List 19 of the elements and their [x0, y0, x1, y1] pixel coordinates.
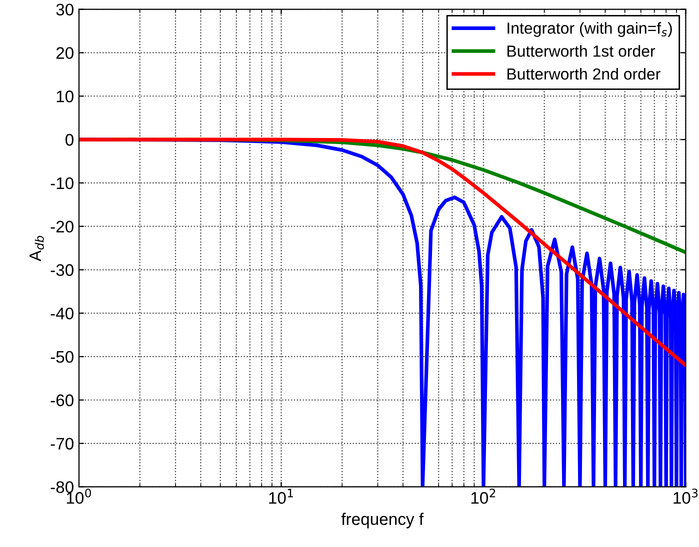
legend-label: Butterworth 2nd order [508, 68, 660, 80]
y-tick-label: -50 [50, 350, 74, 363]
y-axis-title: A$_{db}$ [30, 236, 44, 262]
y-tick-label: 10 [56, 90, 74, 102]
y-tick-label: -30 [50, 264, 74, 276]
legend-label: Integrator (with gain=f$_{s}$) [508, 22, 672, 37]
y-tick-label: 0 [66, 134, 74, 146]
y-tick-label: -60 [50, 394, 74, 406]
y-tick-label: -70 [50, 438, 74, 450]
y-tick-label: 20 [56, 47, 74, 59]
y-tick-label: 30 [56, 4, 74, 16]
x-axis-title: frequency f [341, 512, 424, 528]
x-tick-label: 10$^{2}$ [471, 488, 496, 504]
x-tick-label: 10$^{3}$ [674, 488, 698, 504]
y-tick-label: -10 [50, 177, 74, 190]
x-tick-label: 10$^{1}$ [269, 488, 293, 504]
y-tick-label: -20 [50, 220, 74, 233]
legend-label: Butterworth 1st order [508, 45, 656, 57]
y-tick-label: -40 [50, 308, 74, 320]
